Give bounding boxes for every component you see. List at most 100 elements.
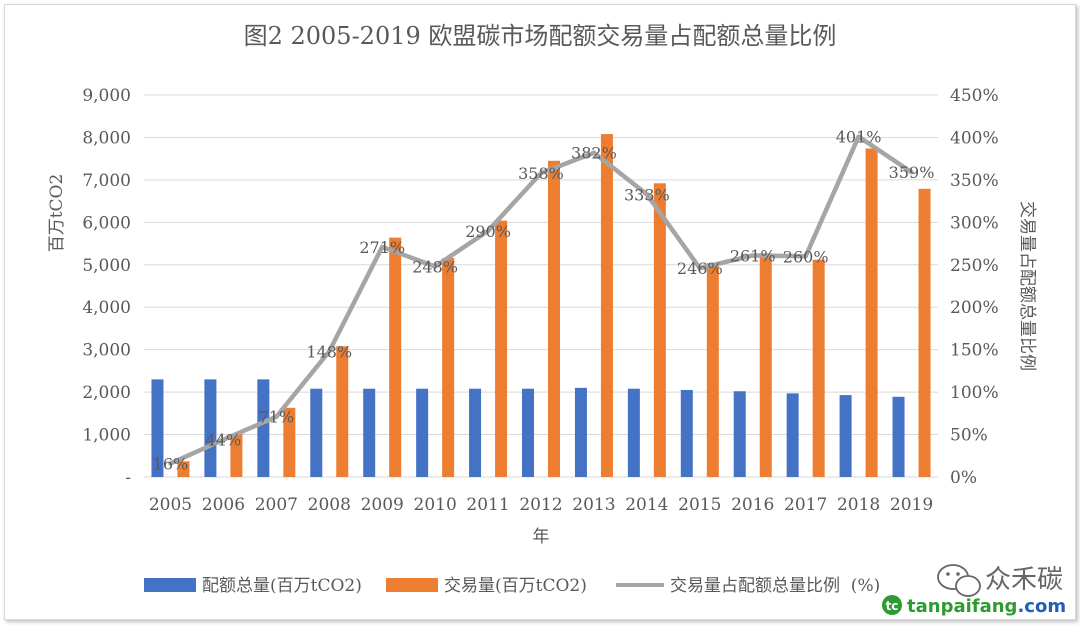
x-tick-2005: 2005 [149,495,192,515]
bar-quota-2012 [522,388,534,477]
bar-quota-2009 [363,388,376,477]
bar-volume-2019 [918,188,931,477]
bar-quota-2008 [310,388,323,477]
x-tick-2011: 2011 [466,495,509,515]
x-tick-2014: 2014 [625,495,668,515]
x-tick-2008: 2008 [308,495,351,515]
bar-quota-2005 [151,379,164,477]
right-tick-label: 400% [950,128,999,148]
x-tick-2013: 2013 [572,495,615,515]
ratio-label-2015: 246% [677,259,723,278]
x-tick-2016: 2016 [731,495,774,515]
bar-quota-2014 [627,388,640,477]
ratio-label-2008: 148% [306,342,352,361]
bar-quota-2007 [257,379,270,477]
bar-quota-2011 [469,388,482,477]
bar-volume-2008 [336,346,349,477]
ratio-label-2016: 261% [730,246,776,265]
left-tick-label: 4,000 [82,298,131,318]
ratio-label-2011: 290% [465,222,511,241]
right-axis-ticks: 0% 50% 100% 150% 200% 250% 300% 350% 400% 450% [950,86,999,488]
x-tick-2017: 2017 [784,495,827,515]
left-tick-label: 6,000 [82,213,131,233]
ratio-series-line [168,134,914,466]
left-tick-label: 9,000 [82,86,131,106]
bar-volume-2017 [812,259,825,477]
left-axis-ticks: - 1,000 2,000 3,000 4,000 5,000 6,000 7,000 8,00… [82,86,131,488]
x-tick-2012: 2012 [519,495,562,515]
x-axis-ticks: 2005 2006 2007 2008 2009 2010 2011 2012 2013 2014… [149,495,933,515]
ratio-label-2018: 401% [836,128,882,147]
right-tick-label: 150% [950,341,999,361]
bar-quota-2015 [680,389,693,477]
bar-volume-2010 [442,257,455,477]
ratio-label-2009: 271% [359,238,405,257]
right-axis-title: 交易量占配额总量比例 [1017,201,1037,371]
bars [151,134,931,478]
x-tick-2015: 2015 [678,495,721,515]
site-name: tanpaifang.com [907,596,1066,617]
ratio-label-2010: 248% [412,257,458,276]
site-logo-icon: tc [882,595,902,615]
left-tick-label: 3,000 [82,341,131,361]
bar-volume-2007 [283,407,296,477]
left-tick-label: 5,000 [82,256,131,276]
left-tick-label: 2,000 [82,383,131,403]
ratio-label-2017: 260% [783,247,829,266]
svg-text:tc: tc [886,599,899,613]
right-tick-label: 50% [950,426,988,446]
legend-label-volume: 交易量(百万tCO2) [444,576,587,596]
ratio-label-2007: 71% [259,408,295,427]
legend: 配额总量(百万tCO2) 交易量(百万tCO2) 交易量占配额总量比例 (%) [144,576,880,596]
ratio-label-2012: 358% [518,164,564,183]
bar-volume-2009 [389,237,402,477]
bar-quota-2010 [416,388,429,477]
bar-quota-2016 [733,391,746,477]
bar-volume-2011 [495,220,508,477]
left-tick-label: 8,000 [82,128,131,148]
left-tick-label: - [125,468,131,488]
bar-volume-2016 [759,253,772,477]
right-tick-label: 350% [950,171,999,191]
bar-volume-2005 [177,461,190,477]
bar-quota-2019 [892,396,905,477]
right-tick-label: 200% [950,298,999,318]
bar-quota-2018 [839,395,852,477]
x-tick-2009: 2009 [361,495,404,515]
bar-volume-2012 [548,160,560,478]
legend-swatch-volume [386,578,438,592]
ratio-label-2013: 382% [571,144,617,163]
right-tick-label: 100% [950,383,999,403]
right-tick-label: 450% [950,86,999,106]
left-axis-title: 百万tCO2 [47,174,67,253]
bar-volume-2015 [706,263,719,477]
right-tick-label: 0% [950,468,977,488]
x-tick-2019: 2019 [890,495,933,515]
x-tick-2006: 2006 [202,495,245,515]
legend-label-ratio: 交易量占配额总量比例 (%) [670,576,880,596]
wechat-account-name: 众禾碳 [985,565,1063,595]
ratio-label-2005: 16% [153,454,189,473]
watermark: 众禾碳 tc tanpaifang.com [882,564,1066,617]
right-tick-label: 300% [950,213,999,233]
legend-swatch-quota [144,578,196,592]
ratio-label-2014: 333% [624,185,670,204]
left-tick-label: 7,000 [82,171,131,191]
legend-label-quota: 配额总量(百万tCO2) [202,576,362,596]
bar-volume-2014 [653,183,666,478]
right-tick-label: 250% [950,256,999,276]
x-tick-2010: 2010 [414,495,457,515]
ratio-line: 16% 44% 71% 148% 271% 248% 290% 358% 382% 333% 246… [153,128,935,474]
x-axis-title: 年 [533,527,550,547]
ratio-label-2019: 359% [889,163,935,182]
bar-volume-2006 [230,434,243,477]
gridlines [144,94,938,478]
bar-quota-2017 [786,393,799,477]
bar-volume-2013 [600,134,613,477]
bar-quota-2013 [574,387,587,477]
x-tick-2018: 2018 [837,495,880,515]
wechat-icon [937,564,981,597]
left-tick-label: 1,000 [82,426,131,446]
bar-volume-2018 [865,148,878,478]
